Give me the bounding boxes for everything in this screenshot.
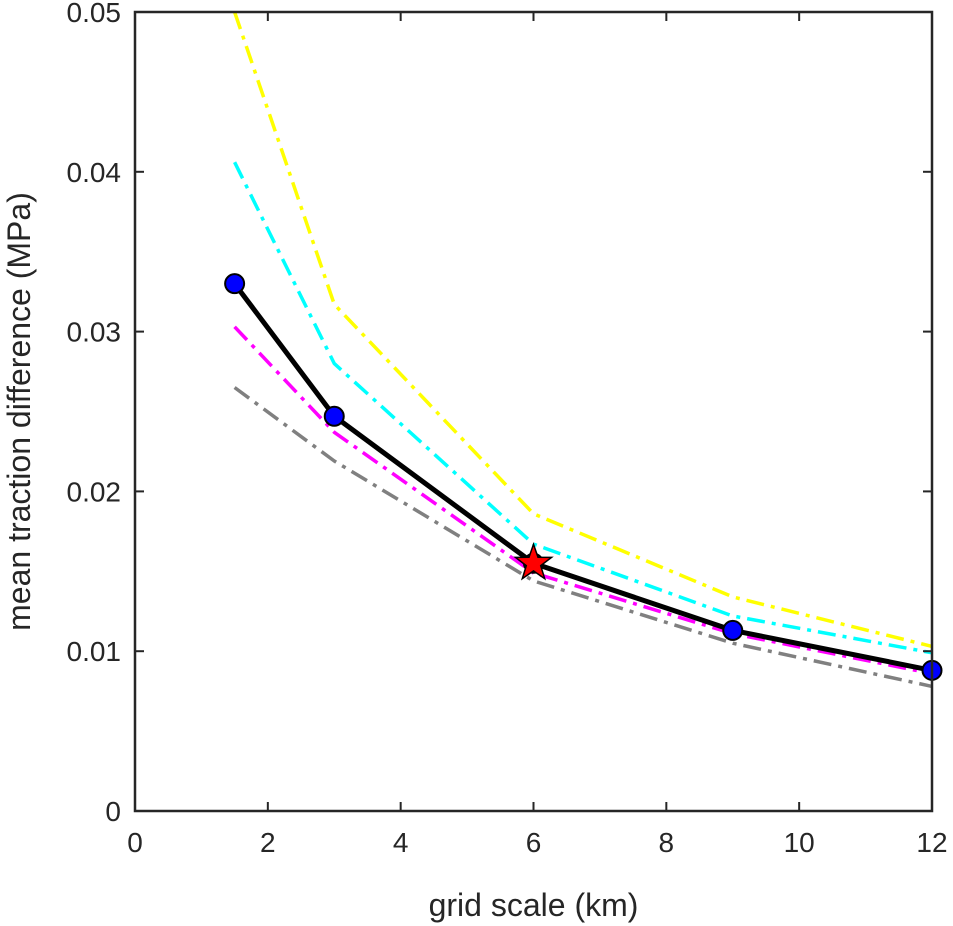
y-tick-label: 0.02 (67, 476, 122, 507)
x-axis-label: grid scale (km) (429, 887, 639, 923)
y-tick-label: 0.01 (67, 636, 122, 667)
x-tick-label: 0 (127, 827, 143, 858)
y-axis-label: mean traction difference (MPa) (1, 192, 37, 631)
x-tick-label: 10 (784, 827, 815, 858)
data-point (722, 619, 744, 641)
y-tick-label: 0 (105, 796, 121, 827)
marker-layer (224, 273, 943, 681)
data-point (323, 405, 345, 427)
y-tick-label: 0.04 (67, 157, 122, 188)
x-tick-label: 8 (659, 827, 675, 858)
x-tick-label: 12 (916, 827, 947, 858)
series-line-1 (232, 11, 933, 649)
x-tick-label: 4 (393, 827, 409, 858)
y-tick-label: 0.05 (67, 0, 122, 28)
y-tick-label: 0.03 (67, 317, 122, 348)
data-point (224, 273, 246, 295)
plot-background (135, 12, 932, 811)
series-line-4 (233, 386, 933, 689)
highlight-star-marker (513, 542, 554, 581)
tick-layer: 0 2 4 6 8 10 12 0 0.01 0.02 0.03 0.04 0.05 (67, 0, 948, 858)
x-tick-label: 2 (260, 827, 276, 858)
x-tick-label: 6 (526, 827, 542, 858)
